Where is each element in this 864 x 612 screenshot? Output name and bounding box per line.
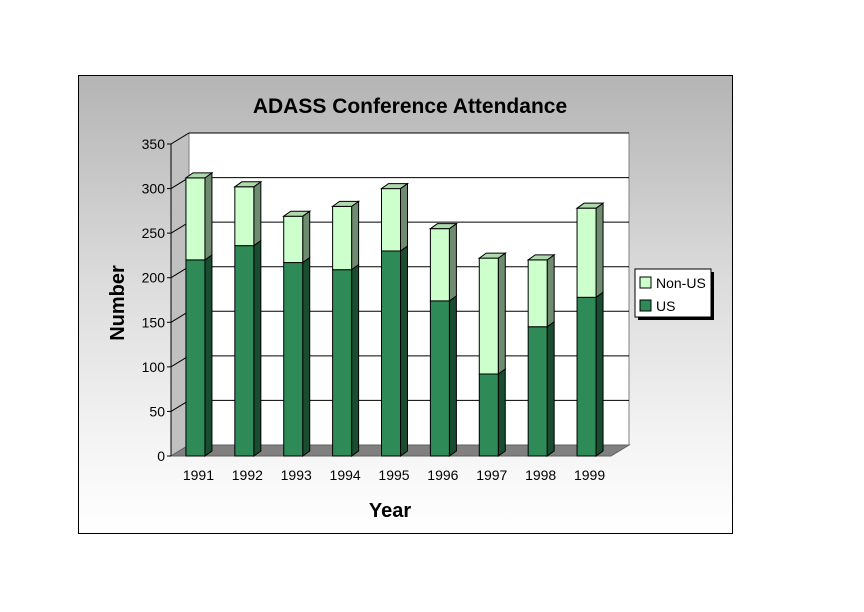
bar-front-face bbox=[185, 259, 206, 457]
bar-front-face bbox=[234, 245, 255, 457]
y-axis-label: Number bbox=[107, 265, 129, 341]
bar-side-face bbox=[351, 200, 360, 271]
bar-front-face bbox=[576, 207, 597, 298]
gridline-side bbox=[170, 132, 190, 145]
legend-label: Non-US bbox=[656, 275, 706, 291]
y-tick-label: 150 bbox=[142, 314, 166, 330]
bar-side-face bbox=[400, 182, 408, 252]
x-tick-label: 1993 bbox=[281, 467, 312, 483]
bar-segment-non-us bbox=[233, 180, 263, 247]
bar-side-face bbox=[204, 253, 213, 457]
bar-front-face bbox=[478, 257, 499, 375]
y-tick-label: 100 bbox=[142, 359, 166, 375]
bar-side-face bbox=[400, 244, 408, 457]
bar-front-face bbox=[185, 177, 206, 261]
bar-front-face bbox=[527, 326, 548, 457]
bar-side-face bbox=[546, 320, 555, 457]
bar-segment-non-us bbox=[477, 252, 507, 375]
bar-side-face bbox=[302, 256, 311, 457]
bar-segment-us bbox=[234, 239, 262, 457]
bar-segment-non-us bbox=[331, 200, 361, 271]
bar-top-face bbox=[526, 254, 556, 261]
chart-svg: ADASS Conference Attendance Number Year … bbox=[107, 95, 714, 522]
bar-top-face bbox=[331, 200, 361, 207]
bar-side-face bbox=[546, 253, 555, 328]
bar-side-face bbox=[448, 222, 457, 302]
bar-segment-non-us bbox=[526, 253, 556, 328]
x-tick-label: 1998 bbox=[525, 467, 556, 483]
y-tick-label: 50 bbox=[149, 403, 165, 419]
bar-side-face bbox=[302, 210, 311, 264]
y-tick-label: 250 bbox=[142, 225, 166, 241]
bar-side-face bbox=[497, 252, 506, 375]
bar-front-face bbox=[283, 262, 304, 457]
bar-side-face bbox=[351, 263, 360, 457]
bar-segment-us bbox=[185, 253, 213, 457]
bar-side-face bbox=[253, 180, 262, 247]
chart-frame: ADASS Conference Attendance Number Year … bbox=[78, 75, 733, 534]
bar-front-face bbox=[527, 259, 548, 328]
bar-front-face bbox=[478, 373, 499, 457]
bar-front-face bbox=[234, 186, 255, 247]
x-tick-label: 1994 bbox=[330, 467, 361, 483]
bar-segment-us bbox=[283, 256, 311, 457]
bar-front-face bbox=[381, 188, 401, 252]
bar-side-face bbox=[497, 368, 506, 457]
y-tick-label: 300 bbox=[142, 181, 166, 197]
y-tick-label: 0 bbox=[157, 448, 165, 464]
x-tick-label: 1991 bbox=[183, 467, 214, 483]
bar-segment-non-us bbox=[282, 210, 312, 264]
x-tick-label: 1995 bbox=[378, 467, 409, 483]
bar-front-face bbox=[283, 215, 304, 264]
legend-swatch bbox=[639, 299, 652, 312]
bar-side-face bbox=[595, 202, 604, 299]
bar-segment-us bbox=[381, 244, 408, 457]
x-tick-label: 1996 bbox=[427, 467, 458, 483]
bar-front-face bbox=[381, 250, 401, 457]
y-ticks: 0 50 100 150 200 250 300 350 bbox=[142, 136, 172, 464]
bar-front-face bbox=[332, 269, 353, 457]
bar-segment-us bbox=[478, 368, 506, 457]
bar-segment-non-us bbox=[575, 202, 605, 299]
legend-swatch bbox=[639, 276, 652, 289]
y-tick-label: 200 bbox=[142, 270, 166, 286]
bar-side-face bbox=[204, 171, 213, 261]
bar-front-face bbox=[576, 296, 597, 457]
bar-top-face bbox=[477, 252, 507, 259]
y-tick-label: 350 bbox=[142, 136, 166, 152]
bar-segment-us bbox=[576, 291, 604, 457]
legend: Non-US US bbox=[634, 268, 714, 320]
bar-top-face bbox=[379, 183, 410, 190]
bar-top-face bbox=[184, 172, 214, 179]
x-tick-label: 1999 bbox=[574, 467, 605, 483]
bar-side-face bbox=[448, 294, 457, 457]
bar-segment-us bbox=[332, 263, 360, 457]
bar-segment-us bbox=[527, 320, 555, 457]
bar-front-face bbox=[429, 300, 450, 457]
x-tick-label: 1992 bbox=[232, 467, 263, 483]
bar-front-face bbox=[332, 205, 353, 271]
bar-segment-non-us bbox=[428, 222, 458, 302]
bar-side-face bbox=[253, 239, 262, 457]
bar-top-face bbox=[282, 210, 312, 217]
bar-segment-non-us bbox=[184, 171, 214, 261]
x-ticks: 1991 1992 1993 1994 1995 1996 1997 1998 1999 bbox=[183, 467, 605, 483]
bars bbox=[184, 171, 605, 457]
bar-top-face bbox=[575, 202, 605, 209]
bar-top-face bbox=[428, 223, 458, 230]
bar-side-face bbox=[595, 291, 604, 457]
bar-front-face bbox=[429, 228, 450, 302]
bar-top-face bbox=[233, 181, 263, 188]
legend-label: US bbox=[656, 298, 675, 314]
x-axis-label: Year bbox=[369, 500, 411, 522]
chart-title: ADASS Conference Attendance bbox=[253, 95, 567, 118]
bar-segment-us bbox=[429, 294, 457, 457]
x-tick-label: 1997 bbox=[476, 467, 507, 483]
bar-segment-non-us bbox=[379, 182, 410, 252]
